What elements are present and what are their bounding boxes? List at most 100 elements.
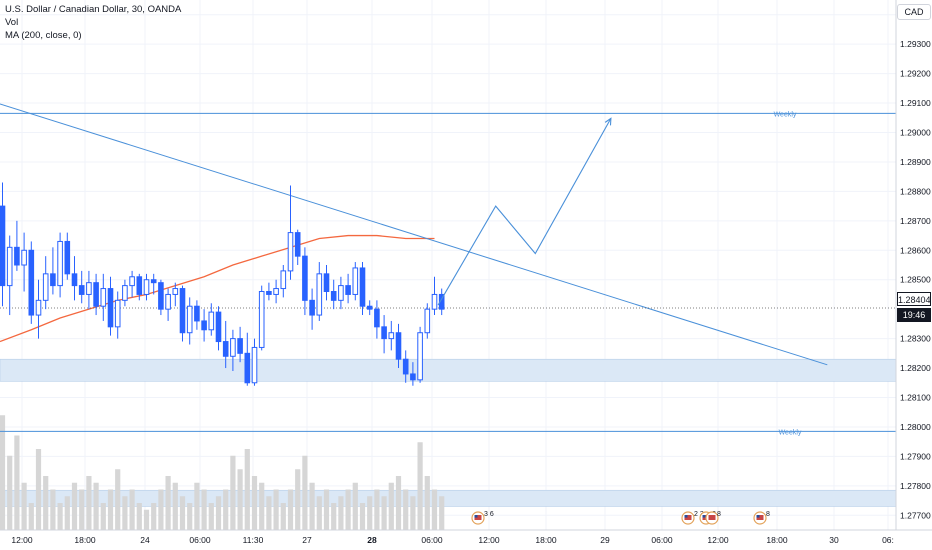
candle-body	[21, 249, 27, 266]
candle	[302, 247, 308, 316]
candle	[230, 329, 236, 371]
volume-bar	[352, 482, 358, 530]
time-tick-label: 06:00	[421, 535, 443, 545]
candle-body	[359, 267, 366, 307]
candle-body	[179, 288, 186, 334]
volume-bar	[28, 503, 34, 530]
candle-body	[6, 246, 13, 287]
candle	[129, 270, 135, 298]
volume-bar	[367, 496, 373, 530]
volume-bar	[359, 503, 366, 530]
event-flag-stripe	[708, 515, 716, 520]
ma-indicator-label[interactable]: MA (200, close, 0)	[5, 30, 82, 41]
candle-body	[150, 279, 157, 284]
projection-path[interactable]	[437, 117, 612, 306]
time-tick-label: 06:00	[189, 535, 211, 545]
candle-body	[352, 267, 359, 295]
descending-trendline[interactable]	[0, 103, 828, 366]
price-tick-label: 1.29300	[900, 39, 931, 49]
event-flag-stripe	[684, 515, 692, 520]
trendline[interactable]	[0, 103, 896, 366]
volume-bar	[410, 496, 416, 530]
candle	[21, 232, 27, 292]
volume-bar	[251, 476, 258, 530]
price-tick-label: 1.28200	[900, 363, 931, 373]
volume-bar	[179, 496, 186, 530]
volume-bar	[338, 496, 344, 530]
volume-bar	[302, 455, 308, 530]
candle	[266, 282, 272, 301]
candle-body	[417, 332, 423, 381]
symbol-title[interactable]: U.S. Dollar / Canadian Dollar, 30, OANDA	[5, 4, 182, 15]
candle-body	[280, 270, 287, 290]
candle	[6, 235, 13, 316]
candle-body	[100, 288, 107, 307]
candle	[417, 326, 423, 383]
economic-events[interactable]: 3 62 3288	[471, 511, 770, 525]
candle	[42, 256, 49, 310]
volume-bar	[151, 503, 157, 530]
projection-polyline[interactable]	[437, 118, 612, 306]
candle	[136, 273, 143, 301]
currency-button[interactable]: CAD	[897, 4, 931, 20]
volume-bar	[122, 496, 128, 530]
candle	[338, 276, 344, 310]
candle-body	[0, 205, 6, 287]
candle-body	[107, 288, 114, 328]
candle-body	[201, 320, 207, 331]
volume-bar	[129, 489, 135, 530]
candle-body	[431, 293, 438, 310]
candle	[150, 273, 157, 295]
candle	[352, 262, 359, 301]
price-tick-label: 1.28600	[900, 245, 931, 255]
economic-event-icon[interactable]: 3 6	[471, 511, 494, 525]
event-count-label: 2 3	[694, 511, 704, 518]
event-count-label: 8	[766, 511, 770, 518]
support-zone[interactable]	[0, 358, 897, 382]
candle	[78, 270, 85, 304]
candle-body	[366, 305, 373, 310]
price-tick-label: 1.28700	[900, 216, 931, 226]
event-count-label: 8	[717, 511, 721, 518]
event-flag-canton	[756, 515, 760, 518]
economic-event-icon[interactable]: 2 3	[681, 511, 704, 525]
time-tick-label: 18:00	[74, 535, 96, 545]
candle-body	[35, 299, 42, 316]
candle	[35, 279, 42, 339]
volume-bar	[273, 489, 279, 530]
candle	[287, 185, 294, 280]
volume-bar	[417, 442, 423, 530]
currency-label: CAD	[904, 7, 924, 17]
volume-bar	[287, 489, 294, 530]
candle-body	[57, 240, 63, 287]
candle	[172, 282, 179, 307]
candle-body	[330, 291, 337, 301]
volume-bar	[208, 503, 214, 530]
volume-bar	[280, 503, 286, 530]
volume-indicator-label[interactable]: Vol	[5, 17, 19, 28]
candle	[0, 182, 6, 307]
economic-event-icon[interactable]: 8	[705, 511, 721, 525]
volume-bar	[79, 489, 85, 530]
weekly-levels[interactable]: Weekly Weekly	[0, 111, 896, 436]
candle	[194, 300, 200, 330]
candle-body	[338, 285, 344, 301]
event-flag-canton	[474, 515, 478, 518]
candle-body	[114, 299, 121, 328]
volume-bar	[71, 482, 78, 530]
candle-body	[172, 288, 179, 295]
economic-event-icon[interactable]: 8	[753, 511, 770, 525]
candle-body	[42, 273, 49, 301]
candle-body	[93, 282, 99, 307]
event-flag-canton	[702, 515, 706, 518]
candle	[395, 323, 402, 369]
candle-body	[374, 308, 380, 328]
volume-bar	[21, 482, 27, 530]
candle	[158, 279, 164, 316]
candle-body	[273, 288, 279, 295]
candle	[280, 265, 287, 298]
candle-body	[287, 232, 294, 272]
volume-bar	[331, 503, 337, 530]
